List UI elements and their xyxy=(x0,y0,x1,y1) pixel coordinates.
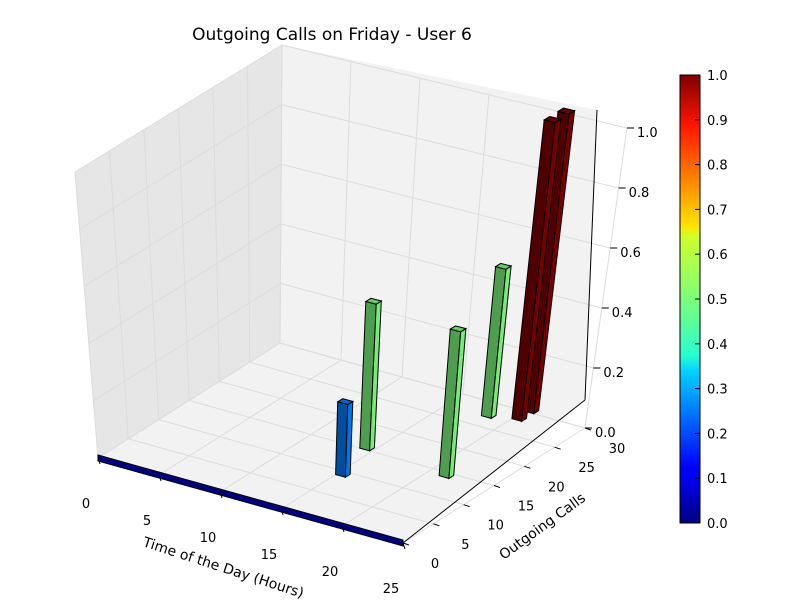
x-axis-label: Time of the Day (Hours) xyxy=(140,534,306,600)
x-tick-label: 15 xyxy=(261,548,278,563)
z-axis-line xyxy=(584,109,598,401)
z-tick-label: 0.6 xyxy=(620,246,641,261)
y-tick-label: 10 xyxy=(487,519,504,534)
bar-top-face xyxy=(494,262,513,270)
z-tick-label: 0.2 xyxy=(603,366,624,381)
colorbar-tick-label: 0.6 xyxy=(707,248,728,263)
colorbar-tick-label: 0.2 xyxy=(707,427,728,442)
z-tick-label: 1.0 xyxy=(637,126,658,141)
colorbar-ticks: 0.0 0.1 0.2 0.3 0.4 0.5 0.6 0.7 0.8 0.9 1.0 xyxy=(695,69,728,532)
grid-line-y-side xyxy=(212,87,220,382)
y-tick-label: 25 xyxy=(578,461,595,476)
tick-labels: 0 5 10 15 20 25 0 5 10 15 20 25 300.0 0.2 0.4 0.6 0.8 1.0 xyxy=(82,126,658,597)
grid-line-x-back xyxy=(401,78,421,378)
bar xyxy=(438,325,468,480)
y-axis-label: Outgoing Calls xyxy=(497,490,589,563)
bar xyxy=(480,262,513,420)
bar xyxy=(359,297,383,452)
colorbar-tick-label: 0.3 xyxy=(707,383,728,398)
y-tick-label: 0 xyxy=(431,557,439,572)
grid-line-z-side xyxy=(74,44,283,173)
x-tick-label: 5 xyxy=(143,514,151,529)
grid-line-y-side xyxy=(74,171,99,459)
grid-line-x-back xyxy=(584,127,628,429)
chart-title: Outgoing Calls on Friday - User 6 xyxy=(192,25,472,45)
bar-top-face xyxy=(336,398,355,406)
y-tick-mark xyxy=(463,504,470,508)
x-tick-mark xyxy=(341,525,345,533)
colorbar-tick-label: 0.0 xyxy=(707,517,728,532)
x-tick-label: 10 xyxy=(200,531,217,546)
y-tick-mark xyxy=(493,485,501,488)
grid-line-y-floor xyxy=(128,438,434,525)
z-tick-label: 0.0 xyxy=(595,426,616,441)
y-axis-line xyxy=(402,399,586,544)
grid-line-z-side xyxy=(79,104,282,230)
y-tick-label: 15 xyxy=(518,500,535,515)
x-tick-mark xyxy=(402,542,406,550)
bars-group xyxy=(335,107,576,480)
bar xyxy=(335,398,355,479)
y-tick-label: 5 xyxy=(461,538,469,553)
z-tick-label: 0.8 xyxy=(629,186,650,201)
grid-line-y-side xyxy=(178,108,190,401)
back-pane xyxy=(280,45,597,400)
grid-line-x-back xyxy=(340,61,352,361)
grid-line-y-side xyxy=(143,129,160,420)
left-pane xyxy=(75,45,282,458)
y-tick-label: 20 xyxy=(548,480,565,495)
bar-top-face xyxy=(449,325,468,333)
bar-top-face xyxy=(364,297,383,305)
grid-line-y-side xyxy=(109,150,129,439)
bar-top-face xyxy=(556,107,576,115)
grid-line-z-side xyxy=(83,163,282,287)
grid-line-y-floor xyxy=(249,361,555,448)
x-tick-label: 25 xyxy=(383,582,400,597)
y-tick-label: 30 xyxy=(609,442,626,457)
colorbar-tick-label: 0.8 xyxy=(707,159,728,174)
y-tick-mark xyxy=(554,446,561,450)
x-tick-mark xyxy=(219,491,223,499)
z-tick-label: 0.4 xyxy=(612,306,633,321)
colorbar-tick-label: 0.4 xyxy=(707,338,728,353)
colorbar-tick-label: 0.9 xyxy=(707,114,728,129)
colorbar-tick-label: 0.1 xyxy=(707,472,728,487)
x-tick-mark xyxy=(97,457,101,465)
colorbar: 0.0 0.1 0.2 0.3 0.4 0.5 0.6 0.7 0.8 0.9 1.0 xyxy=(679,69,728,532)
grid-line-x-back xyxy=(462,94,490,395)
grid-line-z-side xyxy=(93,282,281,402)
y-tick-mark xyxy=(433,523,440,527)
grid-line-y-side xyxy=(279,44,283,344)
grid-line-z-side xyxy=(97,342,281,459)
colorbar-tick-label: 1.0 xyxy=(707,69,728,84)
colorbar-tick-label: 0.7 xyxy=(707,203,728,218)
grid-line-z-side xyxy=(88,223,282,345)
x-tick-mark xyxy=(280,508,284,516)
x-tick-label: 0 xyxy=(82,497,90,512)
grid-line-y-side xyxy=(247,66,251,363)
bar xyxy=(511,115,563,423)
x-tick-mark xyxy=(158,474,162,482)
x-tick-label: 20 xyxy=(322,565,339,580)
grid-line-y-floor xyxy=(158,419,464,506)
y-tick-mark xyxy=(402,542,410,546)
bar-top-face xyxy=(542,115,563,124)
y-tick-mark xyxy=(524,465,531,469)
colorbar-tick-label: 0.5 xyxy=(707,293,728,308)
